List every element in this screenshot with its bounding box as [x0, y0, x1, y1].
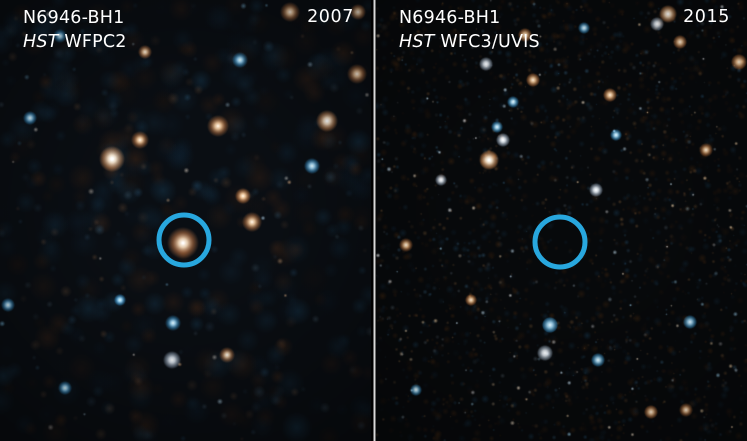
- object-name-label: N6946-BH1: [399, 8, 501, 28]
- camera-name: WFC3/UVIS: [440, 32, 540, 52]
- year-label-2015: 2015: [683, 7, 730, 27]
- camera-name: WFPC2: [64, 32, 127, 52]
- instrument-label: HST WFPC2: [23, 30, 127, 54]
- instrument-label: HST WFC3/UVIS: [399, 30, 540, 54]
- year-label-2007: 2007: [307, 7, 354, 27]
- telescope-name: HST: [399, 32, 435, 52]
- panel-2015: N6946-BH1 HST WFC3/UVIS 2015: [376, 0, 747, 441]
- telescope-name: HST: [23, 32, 59, 52]
- object-name-label: N6946-BH1: [23, 8, 125, 28]
- starfield-image-2007: [0, 0, 371, 441]
- panel-divider: [371, 0, 376, 441]
- panel-caption-2015: N6946-BH1 HST WFC3/UVIS: [399, 6, 540, 54]
- starfield-image-2015: [376, 0, 747, 441]
- panel-2007: N6946-BH1 HST WFPC2 2007: [0, 0, 371, 441]
- panel-caption-2007: N6946-BH1 HST WFPC2: [23, 6, 127, 54]
